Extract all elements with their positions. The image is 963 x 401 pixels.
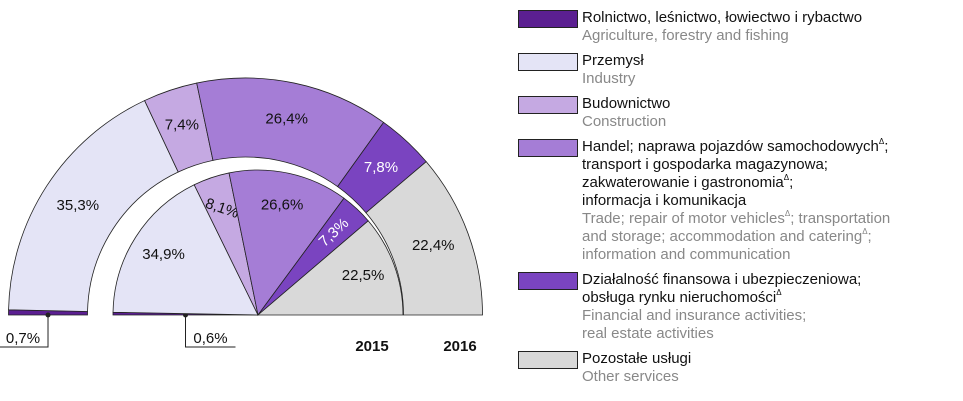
series-label: 2016 [443,338,476,355]
legend-swatch [518,10,578,28]
legend-label: Handel; naprawa pojazdów samochodowychΔ;… [582,137,889,210]
value-label: 26,4% [265,110,308,127]
slice [256,220,404,316]
legend-label: Financial and insurance activities; real… [582,307,807,342]
value-label: 0,6% [193,330,227,347]
legend-swatch [518,351,578,369]
value-label: 22,4% [412,237,455,254]
legend-label: Trade; repair of motor vehiclesΔ; transp… [582,209,891,264]
legend-swatch [518,96,578,114]
legend-entry: Przemysł Industry [518,52,890,88]
legend-label: Przemysł [582,52,644,69]
value-label: 22,5% [342,267,385,284]
legend-swatch [518,272,578,290]
value-label: 7,8% [364,159,398,176]
legend-label: Rolnictwo, leśnictwo, łowiectwo i rybact… [582,9,863,26]
leader-line [0,315,49,348]
value-label: 26,6% [261,197,304,214]
legend-entry: Handel; naprawa pojazdów samochodowychΔ;… [518,138,890,264]
legend-entry: Działalność finansowa i ubezpieczeniowa;… [518,271,890,343]
leader-line [185,315,236,348]
legend-label: Construction [582,113,667,130]
legend-entry: Budownictwo Construction [518,95,890,131]
legend-label: Budownictwo [582,95,671,112]
legend-label: Other services [582,368,679,385]
legend-label: Działalność finansowa i ubezpieczeniowa;… [582,271,862,306]
legend-label: Agriculture, forestry and fishing [582,27,789,44]
slice [365,161,483,316]
chart: 0,6%34,9%8,1% 26,6%7,3%22,5%20150,7%35,3%… [0,77,483,355]
legend-swatch [518,53,578,71]
legend-label: Pozostałe usługi [582,350,692,367]
legend-entry: Rolnictwo, leśnictwo, łowiectwo i rybact… [518,9,890,45]
legend: Rolnictwo, leśnictwo, łowiectwo i rybact… [518,9,890,386]
legend-swatch [518,139,578,157]
slice [112,184,259,316]
value-label: 7,4% [165,116,199,133]
series-label: 2015 [355,338,388,355]
legend-label: Industry [582,70,636,87]
value-label: 34,9% [142,246,185,263]
value-label: 0,7% [6,330,40,347]
legend-entry: Pozostałe usługi Other services [518,350,890,386]
value-label: 35,3% [57,197,100,214]
